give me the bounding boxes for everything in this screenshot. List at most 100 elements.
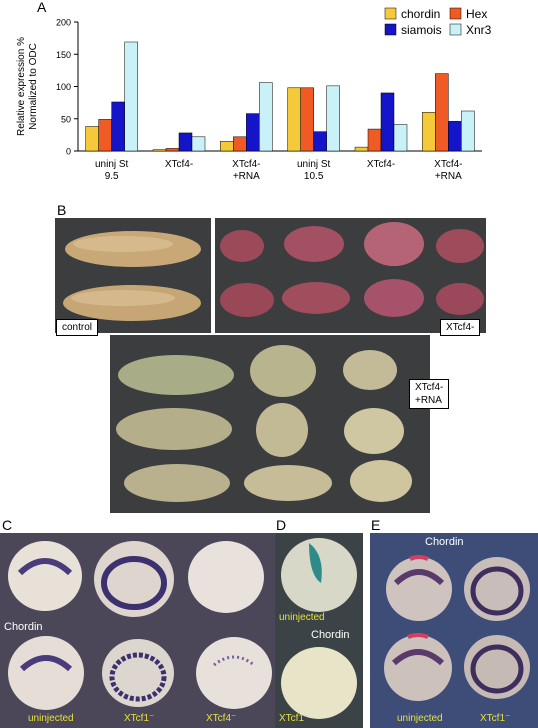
bar-chordin [287, 87, 301, 152]
legend-swatch-chordin [384, 7, 397, 20]
bar-hex [367, 128, 382, 152]
bar-siamois [380, 92, 395, 152]
label-c-chordin: Chordin [4, 621, 43, 633]
bar-chordin [152, 149, 167, 152]
embryo-rescue-9 [348, 457, 414, 505]
bar-xnr3 [461, 110, 475, 152]
x-tick-label: +RNA [233, 171, 260, 182]
legend-swatch-siamois [384, 23, 397, 36]
x-tick-label: XTcf4- [165, 159, 193, 170]
bar-siamois [178, 132, 193, 152]
bar-siamois [313, 131, 327, 152]
y-tick-label: 100 [56, 82, 71, 92]
label-e-uninjected: uninjected [397, 713, 443, 724]
embryo-c-2 [92, 539, 176, 619]
embryo-knockdown-8 [435, 280, 485, 318]
label-d-xtcf1: XTcf1⁻ [279, 713, 310, 724]
embryo-knockdown-4 [435, 226, 485, 266]
embryo-rescue-6 [342, 405, 406, 457]
panel-a-letter: A [37, 0, 47, 15]
label-d-chordin: Chordin [311, 629, 350, 641]
bar-siamois [246, 113, 260, 152]
bar-xnr3 [393, 124, 408, 152]
y-axis-label: Relative expression % [16, 37, 27, 136]
embryo-rescue-2 [248, 341, 318, 401]
x-tick-label: uninj St [297, 159, 331, 170]
expression-bar-chart: 0 50 100 150 200 Relative expression % Normali… [16, 7, 492, 182]
panel-d-letter: D [276, 517, 287, 533]
panel-e-letter: E [371, 517, 381, 533]
x-tick-label: 9.5 [105, 171, 119, 182]
x-tick-label: 10.5 [304, 171, 324, 182]
photo-control-embryos [55, 218, 211, 333]
bar-xnr3 [259, 82, 273, 152]
label-d-uninjected: uninjected [279, 612, 325, 623]
bar-hex [233, 136, 247, 152]
bar-chordin [422, 112, 436, 152]
bar-xnr3 [191, 136, 206, 152]
label-c-xtcf1: XTcf1⁻ [124, 713, 155, 724]
bar-siamois [111, 101, 125, 152]
embryo-rescue-8 [242, 461, 334, 505]
photo-panel-e [370, 533, 538, 728]
bar-chordin [85, 126, 99, 152]
embryo-knockdown-2 [283, 224, 345, 264]
bar-xnr3 [124, 41, 138, 152]
embryo-e-4 [462, 633, 532, 701]
panel-c-letter: C [2, 517, 13, 533]
y-tick-label: 0 [66, 147, 71, 157]
embryo-e-3 [382, 633, 454, 703]
y-tick-label: 200 [56, 18, 71, 28]
label-control: control [56, 319, 99, 336]
bar-chordin [220, 141, 234, 152]
x-tick-label: XTcf4- [434, 159, 462, 170]
embryo-d-1 [279, 535, 359, 615]
embryo-c-4 [6, 633, 86, 713]
photo-panel-d [275, 533, 363, 728]
label-xtcf4: XTcf4- [440, 319, 481, 336]
photo-panel-c [0, 533, 288, 728]
legend-swatch-hex [449, 7, 462, 20]
y-axis-label: Normalized to ODC [28, 43, 39, 130]
y-tick-label: 50 [61, 114, 71, 124]
label-c-xtcf4: XTcf4⁻ [206, 713, 237, 724]
label-rescue: XTcf4- +RNA [409, 379, 450, 409]
legend-swatch-xnr3 [449, 23, 462, 36]
bar-chordin [354, 146, 369, 152]
label-e-xtcf1: XTcf1⁻ [480, 713, 511, 724]
embryo-rescue-1 [116, 349, 236, 399]
label-c-uninjected: uninjected [28, 713, 74, 724]
embryo-knockdown-3 [363, 220, 425, 268]
embryo-e-1 [384, 555, 454, 623]
embryo-rescue-4 [114, 403, 234, 455]
x-tick-label: uninj St [95, 159, 129, 170]
bar-hex [300, 87, 314, 152]
x-tick-label: XTcf4- [232, 159, 260, 170]
embryo-d-2 [279, 645, 359, 721]
label-e-chordin: Chordin [425, 536, 464, 548]
panel-b-letter: B [57, 202, 67, 218]
photo-rescue-embryos [110, 335, 430, 513]
y-tick-label: 150 [56, 50, 71, 60]
embryo-c-5 [100, 637, 176, 709]
bar-hex [435, 73, 449, 152]
embryo-control-1 [63, 226, 203, 271]
legend-label-hex: Hex [466, 7, 487, 21]
embryo-rescue-3 [342, 347, 398, 393]
bar-hex [165, 148, 180, 152]
embryo-c-6 [194, 635, 274, 711]
embryo-e-2 [462, 555, 532, 623]
embryo-knockdown-1 [219, 228, 265, 264]
embryo-knockdown-6 [281, 278, 351, 318]
embryo-rescue-5 [252, 401, 312, 459]
bar-hex [98, 119, 112, 152]
embryo-c-3 [186, 539, 266, 615]
x-tick-label: +RNA [435, 171, 462, 182]
legend-label-xnr3: Xnr3 [466, 23, 492, 37]
embryo-rescue-7 [122, 459, 232, 507]
bar-xnr3 [326, 85, 340, 152]
x-tick-label: XTcf4- [367, 159, 395, 170]
embryo-knockdown-5 [219, 280, 275, 320]
bar-siamois [448, 121, 462, 152]
legend-label-chordin: chordin [401, 7, 440, 21]
